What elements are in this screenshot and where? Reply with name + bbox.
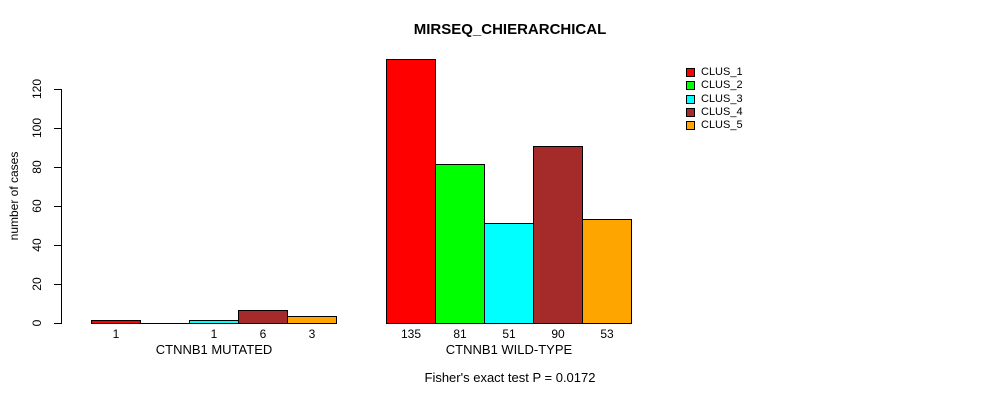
- legend-swatch: [686, 121, 695, 131]
- bar-value-label: 6: [259, 327, 267, 341]
- legend-label: CLUS_4: [701, 105, 743, 118]
- legend-swatch: [686, 81, 695, 91]
- y-tick: [54, 206, 61, 207]
- legend: CLUS_1 CLUS_2 CLUS_3 CLUS_4 CLUS_5: [686, 66, 743, 132]
- bar: [189, 320, 239, 324]
- legend-item: CLUS_4: [686, 106, 743, 119]
- legend-label: CLUS_5: [701, 119, 743, 132]
- legend-item: CLUS_2: [686, 79, 743, 92]
- bar-value-label: 90: [551, 327, 565, 341]
- y-tick-label: 20: [30, 277, 44, 291]
- bar-value-label: 81: [453, 327, 467, 341]
- bar: [582, 219, 632, 324]
- y-tick: [54, 89, 61, 90]
- bar: [386, 59, 436, 324]
- y-tick-label: 60: [30, 199, 44, 213]
- y-tick-label: 120: [30, 78, 44, 100]
- bar-value-label: 1: [112, 327, 120, 341]
- y-tick: [54, 245, 61, 246]
- bar: [287, 316, 337, 324]
- fisher-test-annotation: Fisher's exact test P = 0.0172: [424, 370, 596, 385]
- y-tick-label: 100: [30, 117, 44, 139]
- bar-value-label: 1: [210, 327, 218, 341]
- bar: [533, 146, 583, 324]
- bar-value-label: 3: [308, 327, 316, 341]
- bar: [238, 310, 288, 324]
- bar: [140, 323, 190, 324]
- y-tick-label: 40: [30, 238, 44, 252]
- bar: [484, 223, 534, 324]
- legend-item: CLUS_3: [686, 93, 743, 106]
- y-tick: [54, 167, 61, 168]
- chart-title: MIRSEQ_CHIERARCHICAL: [413, 21, 607, 38]
- legend-item: CLUS_1: [686, 66, 743, 79]
- y-tick: [54, 128, 61, 129]
- legend-label: CLUS_3: [701, 92, 743, 105]
- y-tick: [54, 323, 61, 324]
- legend-swatch: [686, 107, 695, 117]
- y-axis-line: [61, 89, 62, 324]
- y-axis-title: number of cases: [7, 151, 21, 241]
- bar-value-label: 135: [400, 327, 422, 341]
- bar-value-label: 53: [600, 327, 614, 341]
- legend-item: CLUS_5: [686, 119, 743, 132]
- bar-value-label: 51: [502, 327, 516, 341]
- legend-swatch: [686, 68, 695, 77]
- group-label-wildtype: CTNNB1 WILD-TYPE: [445, 342, 573, 357]
- y-tick-label: 0: [30, 319, 44, 327]
- bar: [435, 164, 485, 324]
- bar: [91, 320, 141, 324]
- y-tick-label: 80: [30, 160, 44, 174]
- legend-label: CLUS_2: [701, 79, 743, 92]
- y-tick: [54, 284, 61, 285]
- legend-label: CLUS_1: [701, 66, 743, 78]
- legend-swatch: [686, 94, 695, 104]
- group-label-mutated: CTNNB1 MUTATED: [155, 342, 273, 357]
